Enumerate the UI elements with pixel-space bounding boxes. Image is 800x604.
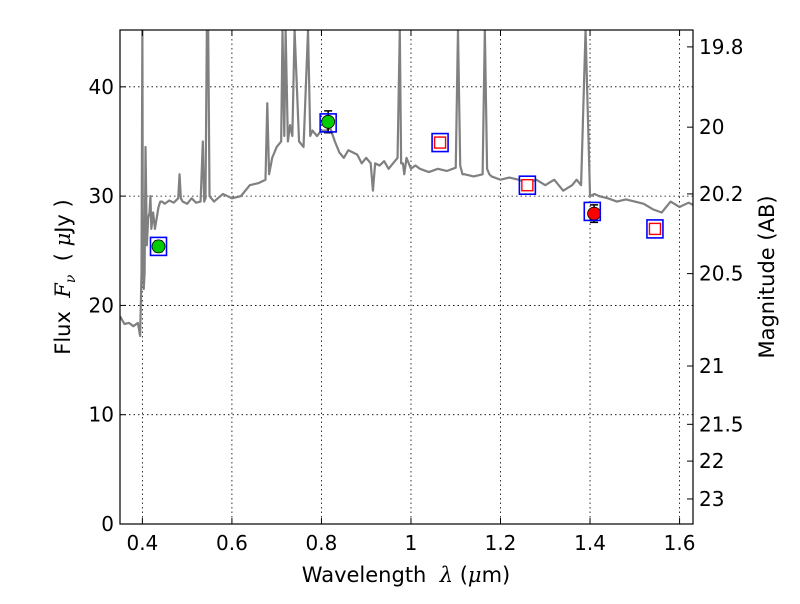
y2-tick-label: 21 xyxy=(699,354,724,378)
y2-tick-label: 21.5 xyxy=(699,412,744,436)
model-flux-square xyxy=(583,201,602,222)
model-flux-square xyxy=(518,175,537,195)
y2-axis-label: Magnitude (AB) xyxy=(755,195,779,358)
x-tick-label: 1.4 xyxy=(574,531,606,555)
photometry-points xyxy=(149,110,664,257)
x-axis-ticks: 0.4 0.6 0.8 1 1.2 1.4 1.6 xyxy=(126,30,695,555)
y2-axis-ticks: 19.8 20 20.2 20.5 21 21.5 22 23 xyxy=(687,35,744,511)
y-tick-label: 40 xyxy=(89,75,114,99)
x-axis-label: Wavelength λ (μm) xyxy=(302,563,510,587)
model-flux-square xyxy=(319,113,337,133)
predicted-flux-square xyxy=(521,178,534,192)
predicted-flux-square xyxy=(648,222,662,236)
y2-tick-label: 23 xyxy=(699,487,724,511)
observed-flux-point xyxy=(321,114,336,129)
y-axis-label: Flux Fν ( μJy ) xyxy=(51,199,79,354)
x-tick-label: 0.8 xyxy=(306,531,338,555)
gridlines xyxy=(120,30,693,525)
y2-tick-label: 20.2 xyxy=(699,182,744,206)
x-tick-label: 0.6 xyxy=(216,531,248,555)
plot-frame xyxy=(119,29,694,525)
plot-area xyxy=(120,30,693,338)
y2-tick-label: 19.8 xyxy=(699,35,744,59)
y2-tick-label: 20 xyxy=(699,115,724,139)
model-flux-square xyxy=(646,219,664,239)
y2-tick-label: 20.5 xyxy=(699,262,744,286)
y-tick-label: 0 xyxy=(101,512,114,536)
model-flux-square xyxy=(149,236,168,257)
y-axis-ticks: 0 10 20 30 40 xyxy=(89,75,126,536)
model-flux-square xyxy=(431,132,449,153)
y-tick-label: 30 xyxy=(89,184,114,208)
observed-flux-point xyxy=(151,239,166,254)
predicted-flux-square xyxy=(433,136,447,149)
x-tick-label: 0.4 xyxy=(126,531,158,555)
y-tick-label: 20 xyxy=(89,293,114,317)
x-tick-label: 1.6 xyxy=(664,531,696,555)
sed-spectrum-line xyxy=(120,30,693,338)
x-tick-label: 1 xyxy=(405,531,418,555)
series-layer xyxy=(120,30,693,338)
y2-tick-label: 22 xyxy=(699,449,724,473)
observed-flux-point xyxy=(587,206,601,221)
x-tick-label: 1.2 xyxy=(485,531,517,555)
y-tick-label: 10 xyxy=(89,403,114,427)
